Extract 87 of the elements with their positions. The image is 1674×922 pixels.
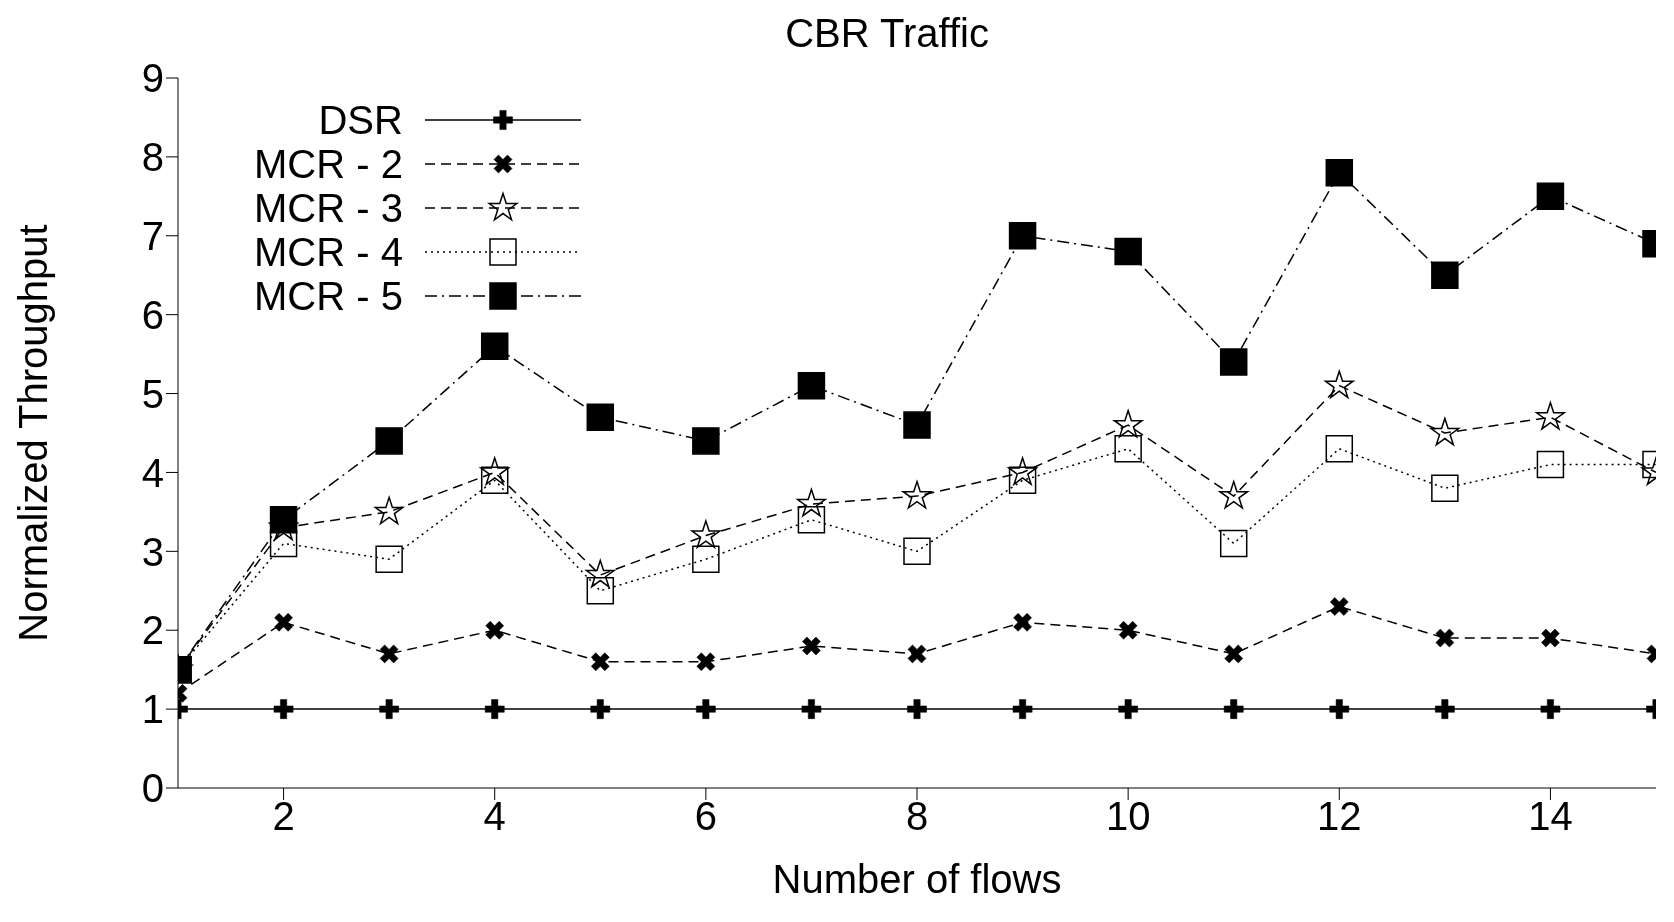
point — [1541, 628, 1560, 648]
point — [375, 427, 403, 455]
x-tick-label: 2 — [272, 794, 295, 839]
point — [586, 577, 615, 605]
y-tick-label: 7 — [141, 213, 164, 258]
point — [480, 466, 509, 495]
point — [902, 480, 932, 509]
point — [1013, 613, 1032, 632]
point — [1330, 597, 1349, 616]
point — [379, 644, 399, 664]
point — [1114, 237, 1142, 266]
point — [696, 652, 716, 672]
legend-label: DSR — [318, 97, 403, 143]
point — [907, 644, 927, 664]
legend-label: MCR - 3 — [254, 185, 403, 231]
point — [696, 699, 716, 719]
point — [903, 411, 931, 439]
point — [1223, 699, 1244, 719]
point — [1219, 480, 1249, 509]
point — [374, 496, 404, 525]
point — [1224, 644, 1243, 664]
point — [1219, 348, 1248, 376]
chart-title: CBR Traffic — [784, 10, 990, 57]
point — [903, 537, 931, 566]
y-tick-label: 5 — [141, 371, 164, 416]
point — [1219, 529, 1248, 558]
point — [1008, 222, 1037, 250]
point — [375, 545, 403, 573]
point — [1431, 261, 1459, 289]
point — [801, 699, 822, 719]
point — [1114, 435, 1142, 463]
point — [1435, 699, 1455, 719]
point — [591, 652, 610, 672]
point — [1430, 417, 1460, 446]
point — [590, 699, 611, 719]
point — [1113, 409, 1143, 438]
point — [1325, 158, 1354, 187]
point — [1008, 457, 1038, 485]
legend-label: MCR - 4 — [254, 229, 403, 275]
x-tick-label: 12 — [1317, 794, 1362, 839]
point — [1325, 435, 1354, 463]
point — [1118, 620, 1138, 640]
point — [1118, 699, 1138, 719]
point — [692, 545, 720, 573]
y-tick-label: 6 — [141, 292, 164, 337]
y-tick-label: 1 — [141, 687, 164, 732]
x-tick-label: 6 — [694, 794, 717, 839]
x-axis-title: Number of flows — [772, 857, 1062, 901]
point — [1012, 699, 1033, 719]
point — [1435, 628, 1455, 648]
point — [1329, 699, 1350, 719]
point — [802, 636, 821, 656]
point — [586, 403, 615, 431]
point — [485, 620, 504, 640]
point — [1431, 474, 1459, 502]
y-tick-label: 4 — [141, 450, 164, 495]
y-axis-title: Normalized Throughput — [11, 224, 56, 642]
point — [797, 371, 826, 400]
point — [1324, 370, 1354, 399]
legend-label: MCR - 5 — [254, 273, 403, 319]
point — [691, 520, 721, 549]
y-tick-label: 9 — [141, 56, 164, 101]
point — [1540, 699, 1561, 719]
y-tick-label: 0 — [141, 766, 164, 811]
point — [1008, 466, 1037, 495]
point — [484, 699, 505, 719]
y-tick-label: 3 — [141, 529, 164, 574]
point — [1536, 450, 1565, 479]
point — [797, 506, 826, 534]
point — [480, 332, 509, 360]
point — [273, 699, 294, 719]
point — [796, 488, 826, 517]
y-tick-label: 8 — [141, 135, 164, 180]
point — [907, 699, 927, 719]
x-tick-label: 10 — [1105, 794, 1151, 839]
x-tick-label: 4 — [483, 794, 506, 839]
point — [480, 457, 510, 485]
x-tick-label: 14 — [1528, 794, 1573, 839]
point — [1535, 401, 1565, 430]
legend-label: MCR - 2 — [254, 141, 403, 187]
point — [585, 559, 615, 588]
point — [692, 427, 720, 455]
point — [379, 699, 399, 719]
x-tick-label: 8 — [905, 794, 929, 839]
point — [1536, 182, 1565, 211]
point — [274, 613, 293, 632]
y-tick-label: 2 — [141, 608, 164, 653]
